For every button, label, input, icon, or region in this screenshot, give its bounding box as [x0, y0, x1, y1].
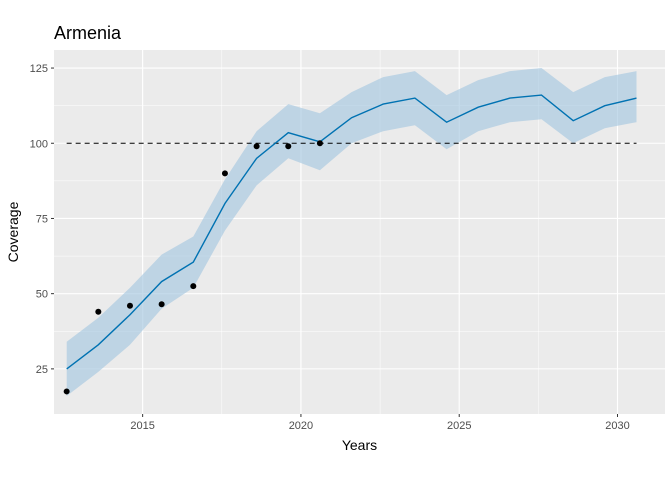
y-tick-label: 125	[30, 63, 48, 75]
confidence-band-layer	[66, 68, 637, 396]
confidence-band	[66, 68, 637, 396]
x-tick-label: 2015	[130, 420, 154, 432]
trend-line-layer	[66, 94, 637, 370]
trend-line	[66, 94, 637, 370]
y-tick-label: 25	[36, 364, 48, 376]
data-point	[221, 170, 228, 177]
data-point	[63, 388, 70, 395]
data-point	[190, 283, 197, 290]
y-axis-title: Coverage	[5, 201, 21, 262]
y-tick-label: 100	[30, 138, 48, 150]
x-tick-label: 2020	[289, 420, 313, 432]
x-tick-label: 2030	[605, 420, 629, 432]
data-point	[316, 140, 323, 147]
x-axis-title: Years	[342, 437, 377, 453]
y-axis-ticks: 25 50 75 100 125	[30, 63, 54, 376]
data-point	[253, 143, 260, 150]
data-point	[285, 143, 292, 150]
y-tick-label: 75	[36, 213, 48, 225]
chart-title: Armenia	[54, 23, 122, 43]
y-tick-label: 50	[36, 289, 48, 301]
data-point	[158, 301, 165, 308]
data-point	[95, 308, 102, 315]
observed-points-layer	[63, 140, 323, 395]
data-point	[126, 302, 133, 309]
x-tick-label: 2025	[447, 420, 471, 432]
x-axis-ticks: 2015 2020 2025 2030	[130, 414, 630, 432]
